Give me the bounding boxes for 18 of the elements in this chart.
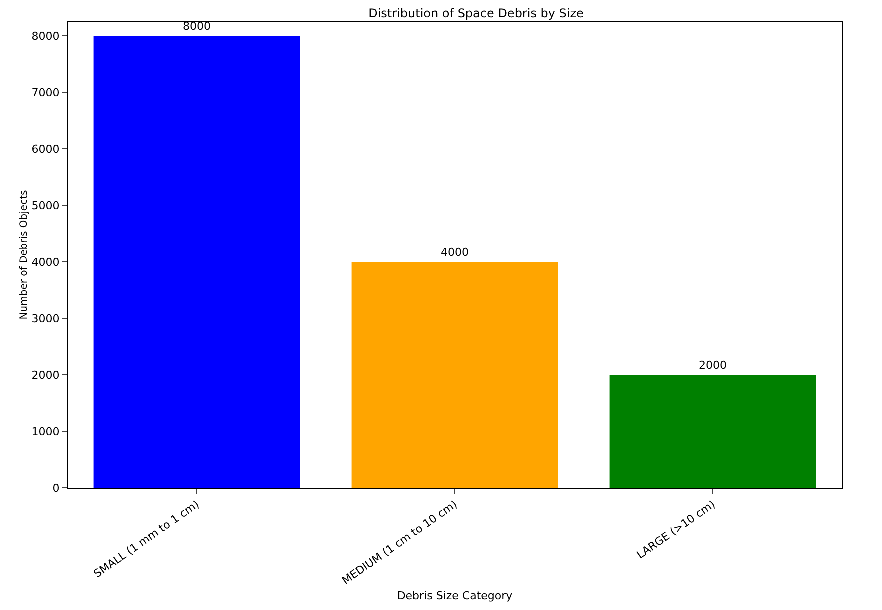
y-tick-label: 3000 bbox=[32, 312, 60, 326]
y-tick-label: 0 bbox=[52, 482, 60, 495]
y-tick-label: 4000 bbox=[32, 256, 60, 269]
bar bbox=[94, 36, 300, 488]
data-label: 8000 bbox=[183, 20, 211, 34]
y-tick-label: 1000 bbox=[32, 425, 60, 438]
bar bbox=[610, 375, 816, 488]
x-axis-title: Debris Size Category bbox=[397, 589, 514, 602]
y-tick-label: 7000 bbox=[32, 86, 60, 100]
data-label: 4000 bbox=[441, 246, 469, 260]
y-tick-label: 6000 bbox=[32, 142, 60, 156]
y-tick-label: 2000 bbox=[32, 368, 60, 382]
chart-title: Distribution of Space Debris by Size bbox=[368, 6, 584, 21]
data-label: 2000 bbox=[699, 359, 727, 372]
y-tick-label: 5000 bbox=[32, 199, 60, 212]
y-axis-title: Number of Debris Objects bbox=[18, 190, 30, 320]
y-tick-label: 8000 bbox=[32, 30, 60, 43]
bar bbox=[352, 262, 558, 488]
